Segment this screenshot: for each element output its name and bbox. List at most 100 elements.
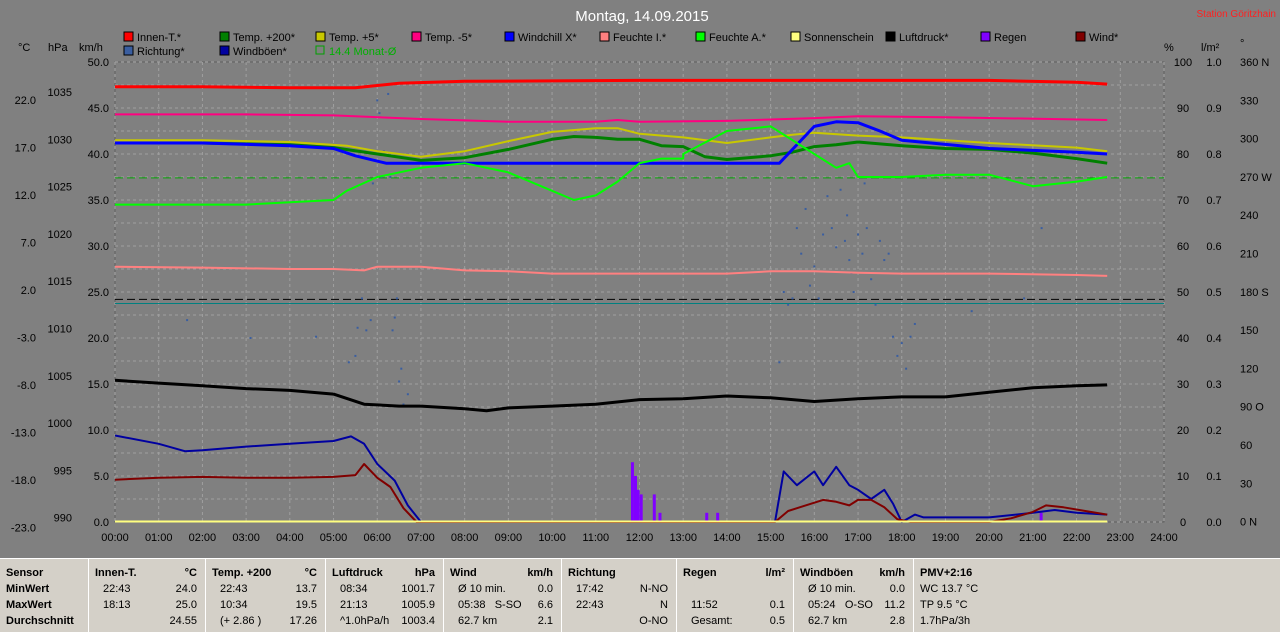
direction-point (800, 252, 803, 255)
direction-point (808, 284, 811, 287)
direction-point (406, 393, 409, 396)
direction-axis-label: 330 (1240, 95, 1258, 107)
humidity-axis-label: 40 (1177, 333, 1189, 345)
stats-cell: 62.7 km (458, 615, 498, 627)
stats-cell: 0.0 (537, 583, 553, 595)
x-tick-label: 13:00 (669, 532, 697, 544)
legend-swatch (980, 31, 991, 42)
stats-row: 10:34 19.5 (210, 597, 321, 613)
direction-point (843, 239, 846, 242)
stats-cell: 24.55 (169, 615, 197, 627)
legend-label: Windchill X* (518, 32, 577, 44)
series-line (114, 378, 1108, 413)
temp-axis-label: -8.0 (17, 380, 36, 392)
rain-bar (639, 494, 643, 522)
x-tick-label: 21:00 (1019, 532, 1047, 544)
humidity-axis-label: 100 (1174, 57, 1192, 69)
direction-point (892, 335, 895, 338)
stats-row: 05:24 O-SO 11.2 (798, 597, 909, 613)
axis-header-hpa: hPa (48, 42, 68, 54)
stats-cell: Richtung (568, 567, 616, 579)
legend-label: Innen-T.* (137, 32, 182, 44)
direction-point (909, 335, 912, 338)
temp-axis-label: 7.0 (21, 238, 36, 250)
grid (114, 61, 1165, 523)
reference-lines (115, 177, 1164, 304)
pressure-axis-label: 990 (54, 513, 72, 525)
stats-row: Wind km/h (448, 565, 557, 581)
wind-axis-label: 5.0 (94, 471, 109, 483)
pressure-axis-label: 1015 (48, 276, 72, 288)
stats-row: O-NO (566, 613, 672, 629)
direction-point (347, 361, 350, 364)
direction-point (905, 367, 908, 370)
humidity-axis-label: 70 (1177, 195, 1189, 207)
series-line (115, 113, 1108, 123)
stats-cell: 0.5 (769, 615, 785, 627)
stats-row: (+ 2.86 ) 17.26 (210, 613, 321, 629)
legend-label: Wind* (1089, 32, 1119, 44)
x-tick-label: 09:00 (495, 532, 523, 544)
x-tick-label: 05:00 (320, 532, 348, 544)
stats-row: 22:43 13.7 (210, 581, 321, 597)
stats-row: Gesamt: 0.5 (681, 613, 789, 629)
direction-point (378, 112, 381, 115)
legend-label: Sonnenschein (804, 32, 874, 44)
legend-swatch (315, 31, 326, 42)
stats-cell: 10:34 (220, 599, 248, 611)
rain-axis-label: 0.4 (1206, 333, 1221, 345)
stats-row: 21:13 1005.9 (330, 597, 439, 613)
stats-row: PMV+2:16 (918, 565, 1276, 581)
direction-point (354, 354, 357, 357)
stats-row: 24.55 (93, 613, 201, 629)
humidity-axis-label: 20 (1177, 425, 1189, 437)
axis-headers: °C hPa km/h % l/m² ° (18, 38, 1244, 54)
direction-axis-label: 150 (1240, 325, 1258, 337)
rain-axis-label: 0.6 (1206, 241, 1221, 253)
stats-cell: Wind (450, 567, 477, 579)
stats-cell: 2.1 (537, 615, 553, 627)
stats-cell: 21:13 (340, 599, 368, 611)
direction-point (848, 259, 851, 262)
rain-axis-label: 0.1 (1206, 471, 1221, 483)
direction-point (791, 297, 794, 300)
stats-row: 08:34 1001.7 (330, 581, 439, 597)
direction-point (863, 182, 866, 185)
legend: Innen-T.* Temp. +200* Temp. +5* Temp. -5* Wi… (123, 31, 1119, 58)
stats-cell: 22:43 (576, 599, 604, 611)
stats-cell: Innen-T. (95, 567, 137, 579)
direction-point (369, 319, 372, 322)
stats-cell: 13.7 (295, 583, 317, 595)
x-tick-label: 12:00 (626, 532, 654, 544)
temp-axis-label: -3.0 (17, 333, 36, 345)
temp-axis-label: 12.0 (15, 190, 36, 202)
legend-label: Windböen* (233, 46, 288, 58)
wind-axis-label: 20.0 (88, 333, 109, 345)
humidity-axis-label: 0 (1180, 517, 1186, 529)
stats-cell: O-NO (639, 615, 668, 627)
stats-cell: 19.5 (295, 599, 317, 611)
direction-point (896, 354, 899, 357)
legend-swatch (123, 31, 134, 42)
legend-label: Feuchte A.* (709, 32, 767, 44)
stats-cell: PMV+2:16 (920, 567, 973, 579)
stats-cell: 2.8 (889, 615, 905, 627)
stats-cell: °C (304, 567, 317, 579)
stats-cell: TP 9.5 °C (920, 599, 968, 611)
pressure-axis-label: 1005 (48, 371, 72, 383)
direction-axis-label: 0 N (1240, 517, 1257, 529)
direction-point (865, 227, 868, 230)
stats-cell: S-SO (494, 599, 522, 611)
stats-cell: Sensor (6, 567, 44, 579)
stats-section: Wind km/h Ø 10 min. 0.0 05:38 S-SO 6.6 62.7 km 2… (443, 559, 561, 632)
direction-point (874, 303, 877, 306)
series-lines (114, 78, 1108, 523)
direction-axis-label: 240 (1240, 210, 1258, 222)
x-tick-label: 15:00 (757, 532, 785, 544)
direction-point (778, 361, 781, 364)
temp-axis-label: 22.0 (15, 95, 36, 107)
direction-point (830, 227, 833, 230)
legend-swatch (599, 31, 610, 42)
direction-point (360, 297, 363, 300)
direction-point (400, 367, 403, 370)
